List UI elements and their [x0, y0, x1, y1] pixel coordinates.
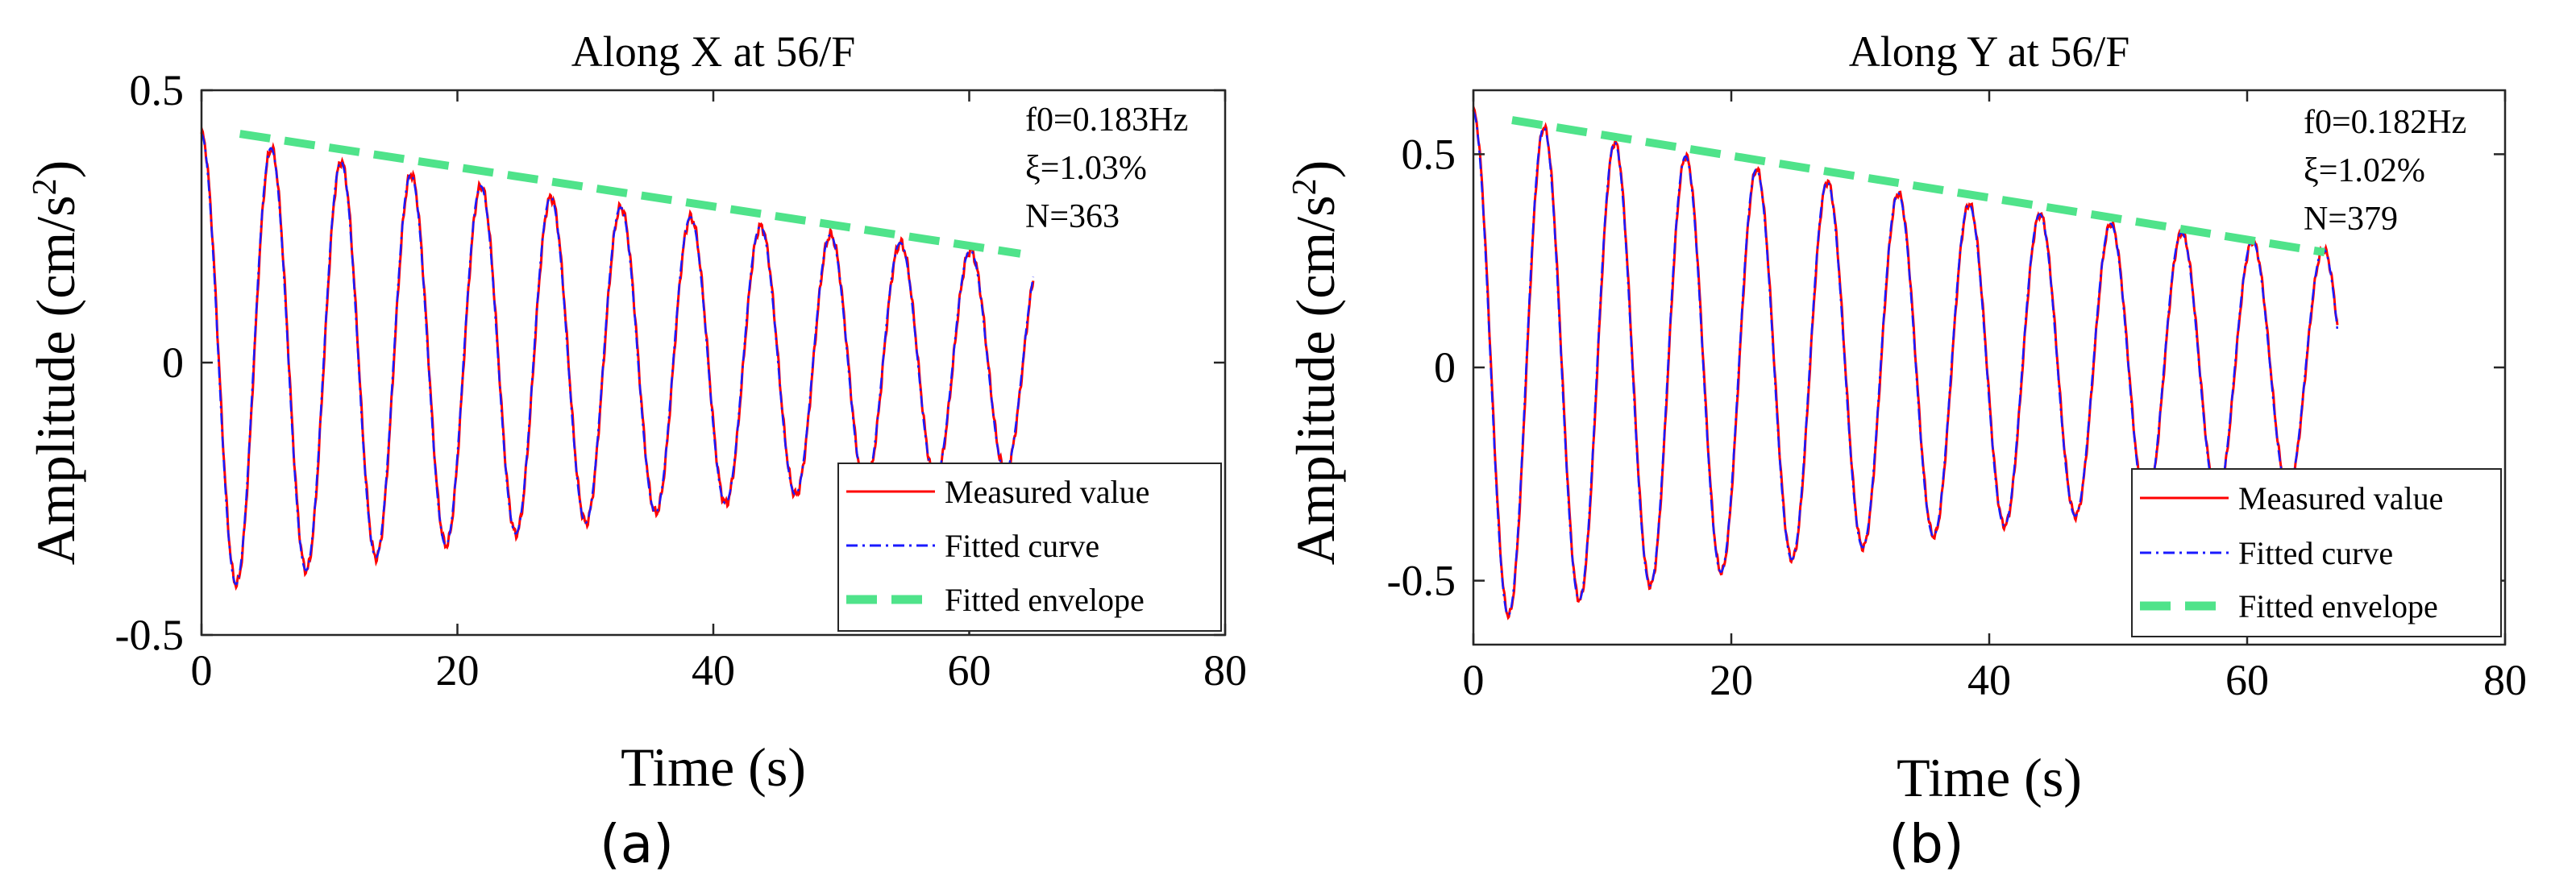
y-tick-label: 0.5	[1402, 130, 1456, 178]
x-tick-label: 80	[2483, 656, 2527, 704]
legend-label-envelope: Fitted envelope	[2238, 588, 2438, 624]
x-tick-label: 0	[191, 646, 213, 695]
legend: Measured value Fitted curve Fitted envel…	[837, 463, 1222, 632]
chart-title: Along X at 56/F	[571, 27, 856, 76]
x-tick-label: 20	[436, 646, 480, 695]
x-tick-label: 20	[1710, 656, 1753, 704]
legend-label-measured: Measured value	[945, 474, 1149, 510]
x-tick-label: 60	[948, 646, 991, 695]
panel-b: Along Y at 56/F 0 20 40 60 80 -0.5 0 0.5 Time (…	[1285, 27, 2527, 875]
series-fitted-curve-line	[200, 133, 1035, 586]
panel-label: (b)	[1888, 813, 1963, 875]
y-tick-label: -0.5	[1387, 557, 1456, 605]
x-axis-label: Time (s)	[621, 736, 806, 798]
x-tick-label: 40	[692, 646, 735, 695]
legend-label-envelope: Fitted envelope	[945, 582, 1145, 618]
x-tick-label: 80	[1203, 646, 1247, 695]
series-fitted-curve-line	[1472, 110, 2339, 617]
x-tick-label: 40	[1967, 656, 2011, 704]
x-axis-label: Time (s)	[1897, 747, 2082, 808]
y-tick-label: 0	[1434, 343, 1456, 392]
plot-area	[200, 125, 1035, 591]
y-axis-label: Amplitude (cm/s2)	[1285, 160, 1346, 566]
series-envelope-line	[239, 130, 1021, 258]
y-tick-label: 0.5	[130, 66, 185, 114]
legend-label-measured: Measured value	[2238, 480, 2443, 517]
plot-area	[1472, 104, 2339, 620]
y-axis-label: Amplitude (cm/s2)	[25, 160, 86, 566]
frequency-annotation: f0=0.183Hz	[1025, 102, 1188, 139]
x-tick-label: 0	[1463, 656, 1485, 704]
frequency-annotation: f0=0.182Hz	[2304, 104, 2466, 141]
legend-label-fitted-curve: Fitted curve	[2238, 535, 2393, 571]
y-tick-label: 0	[162, 338, 184, 387]
damping-annotation: ξ=1.03%	[1025, 150, 1147, 187]
axis-ticks: 0 20 40 60 80 -0.5 0 0.5	[1387, 90, 2527, 704]
axis-ticks: 0 20 40 60 80-0.500.5	[115, 66, 1247, 695]
sample-count-annotation: N=363	[1025, 198, 1120, 235]
chart-title: Along Y at 56/F	[1849, 27, 2130, 76]
legend-label-fitted-curve: Fitted curve	[945, 528, 1099, 564]
damping-annotation: ξ=1.02%	[2304, 152, 2425, 189]
x-tick-label: 60	[2225, 656, 2269, 704]
legend: Measured value Fitted curve Fitted envel…	[2131, 468, 2502, 637]
series-measured-line	[200, 125, 1035, 591]
panel-a: Along X at 56/F 0 20 40 60 80-0.500.5 Time (…	[25, 27, 1247, 875]
panel-label: (a)	[600, 813, 674, 875]
sample-count-annotation: N=379	[2304, 201, 2398, 238]
series-envelope-line	[1511, 116, 2325, 257]
y-tick-label: -0.5	[115, 611, 184, 659]
